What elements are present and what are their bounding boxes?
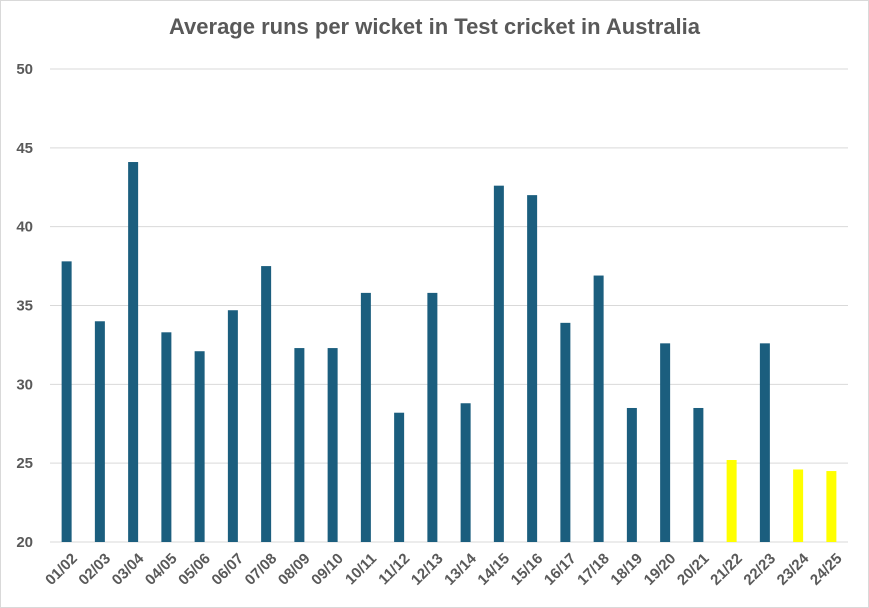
y-tick-label: 35 <box>16 298 33 315</box>
bar-04-05 <box>161 332 172 542</box>
x-tick-label: 11/12 <box>375 550 413 588</box>
x-tick-label: 07/08 <box>242 550 281 589</box>
y-axis-ticks: 20 25 30 35 40 45 50 <box>16 61 33 551</box>
gridlines <box>50 68 848 543</box>
y-tick-label: 30 <box>16 376 33 393</box>
x-tick-label: 24/25 <box>807 550 846 589</box>
bar-03-04 <box>128 162 139 543</box>
y-tick-label: 45 <box>16 140 33 157</box>
bars <box>61 162 837 543</box>
x-axis-ticks: 01/0202/0303/0404/0505/0606/0707/0808/09… <box>42 550 845 589</box>
bar-23-24 <box>793 469 804 542</box>
x-tick-label: 06/07 <box>208 550 247 589</box>
bar-01-02 <box>61 261 72 542</box>
x-tick-label: 14/15 <box>474 550 513 589</box>
x-tick-label: 20/21 <box>674 550 713 589</box>
bar-02-03 <box>94 321 105 542</box>
x-tick-label: 19/20 <box>641 550 680 589</box>
bar-07-08 <box>261 266 272 542</box>
bar-20-21 <box>693 407 704 542</box>
bar-21-22 <box>726 460 737 542</box>
bar-05-06 <box>194 351 205 542</box>
x-tick-label: 09/10 <box>308 550 347 589</box>
x-tick-label: 01/02 <box>42 550 81 589</box>
y-tick-label: 50 <box>16 61 33 78</box>
bar-24-25 <box>826 471 837 542</box>
x-tick-label: 04/05 <box>142 550 181 589</box>
x-tick-label: 08/09 <box>275 550 314 589</box>
bar-16-17 <box>560 322 571 542</box>
x-tick-label: 16/17 <box>541 550 580 589</box>
bar-17-18 <box>593 275 604 542</box>
bar-10-11 <box>360 292 371 542</box>
bar-06-07 <box>227 310 238 542</box>
bar-22-23 <box>759 343 770 542</box>
x-tick-label: 12/13 <box>408 550 447 589</box>
x-tick-label: 18/19 <box>607 550 646 589</box>
x-tick-label: 21/22 <box>707 550 746 589</box>
bar-09-10 <box>327 348 338 542</box>
x-tick-label: 03/04 <box>109 550 148 589</box>
x-tick-label: 13/14 <box>441 550 480 589</box>
y-tick-label: 20 <box>16 534 33 551</box>
x-tick-label: 15/16 <box>508 550 547 589</box>
bar-14-15 <box>493 185 504 542</box>
bar-12-13 <box>427 292 438 542</box>
x-tick-label: 05/06 <box>175 550 214 589</box>
x-tick-label: 10/11 <box>342 550 380 588</box>
bar-18-19 <box>626 407 637 542</box>
y-tick-label: 40 <box>16 219 33 236</box>
y-tick-label: 25 <box>16 455 33 472</box>
bar-11-12 <box>394 412 405 542</box>
x-tick-label: 22/23 <box>740 550 779 589</box>
bar-15-16 <box>527 195 538 542</box>
bar-08-09 <box>294 348 305 542</box>
x-tick-label: 17/18 <box>574 550 613 589</box>
chart-title: Average runs per wicket in Test cricket … <box>168 14 701 39</box>
x-tick-label: 23/24 <box>774 550 813 589</box>
bar-19-20 <box>660 343 671 542</box>
bar-13-14 <box>460 403 471 542</box>
x-tick-label: 02/03 <box>75 550 114 589</box>
